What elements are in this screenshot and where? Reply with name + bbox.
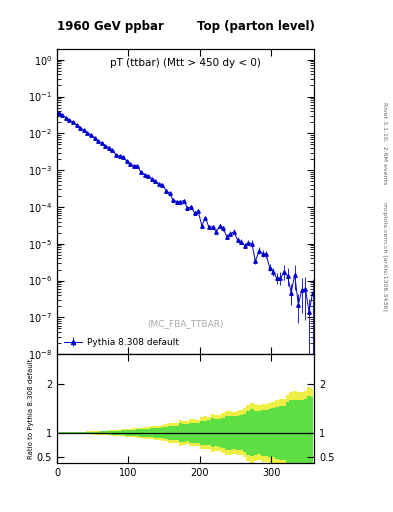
Y-axis label: Ratio to Pythia 8.308 default: Ratio to Pythia 8.308 default (28, 358, 34, 459)
Text: 1960 GeV ppbar: 1960 GeV ppbar (57, 20, 164, 33)
Text: Rivet 3.1.10,  2.6M events: Rivet 3.1.10, 2.6M events (382, 102, 387, 184)
Text: pT (ttbar) (Mtt > 450 dy < 0): pT (ttbar) (Mtt > 450 dy < 0) (110, 58, 261, 68)
Text: (MC_FBA_TTBAR): (MC_FBA_TTBAR) (147, 319, 224, 328)
Text: mcplots.cern.ch [arXiv:1306.3436]: mcplots.cern.ch [arXiv:1306.3436] (382, 202, 387, 310)
Legend: Pythia 8.308 default: Pythia 8.308 default (61, 335, 182, 350)
Text: Top (parton level): Top (parton level) (196, 20, 314, 33)
